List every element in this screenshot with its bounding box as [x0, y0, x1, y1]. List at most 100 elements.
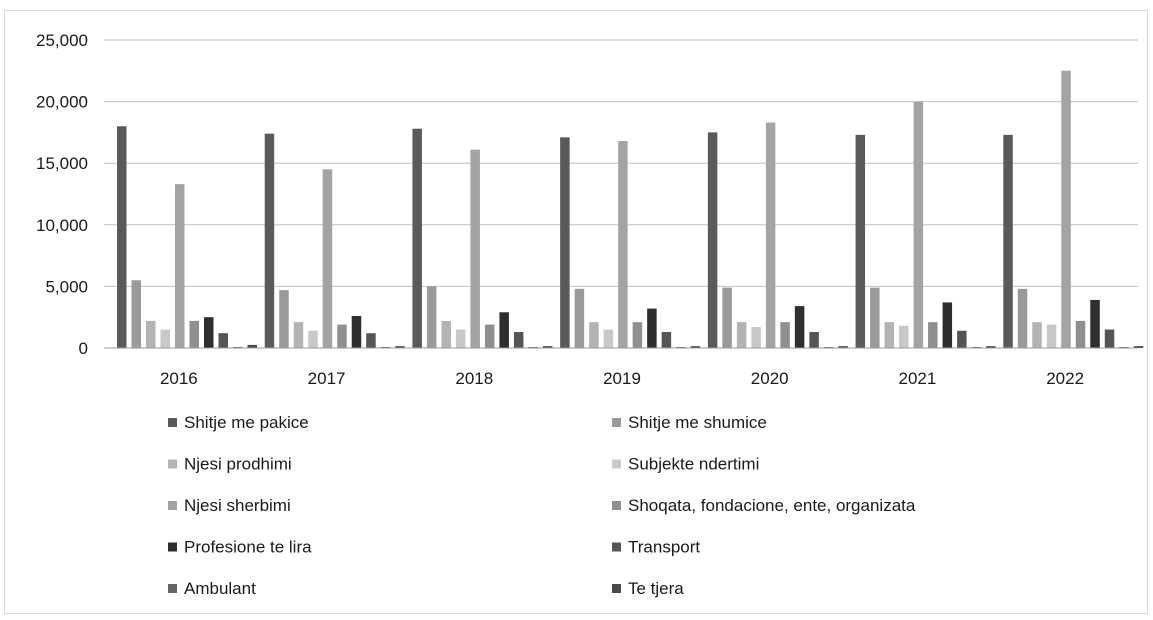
bar	[204, 317, 214, 348]
bar	[870, 287, 880, 348]
legend-swatch	[612, 542, 621, 552]
bar	[986, 346, 996, 348]
legend-label: Ambulant	[184, 579, 256, 598]
bar	[884, 322, 895, 348]
bar	[395, 346, 405, 348]
bar	[175, 184, 185, 348]
bar	[470, 149, 480, 348]
bar	[308, 330, 318, 348]
x-category-label: 2018	[455, 369, 493, 388]
bar	[632, 322, 643, 348]
x-category-label: 2022	[1046, 369, 1084, 388]
bar	[1061, 70, 1071, 349]
bar	[855, 134, 866, 348]
bar	[928, 322, 938, 348]
bar	[1075, 320, 1086, 348]
bar	[647, 308, 657, 348]
legend-swatch	[168, 418, 177, 427]
y-tick-label: 20,000	[36, 93, 88, 112]
legend-label: Njesi prodhimi	[184, 455, 292, 474]
bar	[441, 320, 451, 348]
bar	[1104, 329, 1115, 348]
bar	[146, 320, 156, 348]
bar	[279, 290, 289, 348]
bar	[751, 327, 761, 348]
bar	[809, 331, 819, 348]
x-category-label: 2019	[603, 369, 641, 388]
bar	[1032, 322, 1042, 348]
bar	[707, 132, 718, 348]
bar	[484, 324, 495, 348]
bar	[455, 329, 466, 348]
bar	[1090, 299, 1100, 348]
bar	[1046, 324, 1057, 348]
bar	[189, 320, 199, 348]
y-tick-label: 0	[79, 339, 88, 358]
bar	[1003, 134, 1013, 348]
bar	[603, 329, 614, 348]
bar	[794, 306, 805, 348]
y-tick-label: 25,000	[36, 31, 88, 50]
chart-border	[4, 10, 1148, 614]
legend-label: Profesione te lira	[184, 538, 312, 557]
legend-swatch	[612, 501, 621, 510]
bar	[322, 169, 333, 348]
legend-swatch	[168, 542, 177, 552]
bar	[218, 333, 228, 348]
bar	[293, 322, 304, 348]
legend-label: Njesi sherbimi	[184, 496, 291, 515]
x-category-label: 2021	[899, 369, 937, 388]
bar	[589, 322, 599, 348]
y-tick-label: 10,000	[36, 216, 88, 235]
x-category-label: 2016	[160, 369, 198, 388]
bar	[366, 333, 376, 348]
bar	[736, 322, 747, 348]
legend-label: Shitje me shumice	[628, 413, 767, 432]
bar	[513, 331, 524, 348]
bar	[117, 126, 127, 349]
legend-label: Subjekte ndertimi	[628, 455, 759, 474]
bar	[1133, 346, 1144, 348]
bar	[499, 312, 509, 348]
bar	[412, 128, 422, 348]
bar	[618, 141, 628, 348]
x-axis-category-labels: 2016 2017 2018 2019 2020 2021 2022	[160, 369, 1084, 388]
bar	[426, 286, 437, 348]
bar	[913, 101, 924, 348]
legend: Shitje me pakice Shitje me shumice Njesi p…	[168, 413, 916, 598]
bar	[574, 288, 585, 348]
bar	[1017, 288, 1028, 348]
legend-swatch	[168, 459, 177, 469]
legend-label: Shitje me pakice	[184, 413, 309, 432]
bar	[780, 322, 790, 348]
legend-label: Shoqata, fondacione, ente, organizata	[628, 496, 916, 515]
bar	[661, 331, 672, 348]
legend-label: Te tjera	[628, 579, 684, 598]
legend-swatch	[612, 584, 621, 593]
x-category-label: 2017	[308, 369, 346, 388]
bar	[247, 344, 257, 348]
legend-label: Transport	[628, 538, 700, 557]
bar	[160, 329, 170, 348]
legend-swatch	[168, 501, 177, 510]
bars	[117, 70, 1144, 349]
bar	[264, 133, 275, 348]
bar	[690, 346, 701, 348]
bar	[838, 346, 848, 348]
bar	[957, 330, 967, 348]
legend-swatch	[168, 584, 177, 593]
y-tick-label: 15,000	[36, 154, 88, 173]
bar	[131, 280, 141, 348]
bar	[542, 346, 553, 348]
bar	[942, 302, 953, 348]
bar	[337, 324, 347, 348]
y-axis-tick-labels: 0 5,000 10,000 15,000 20,000 25,000	[36, 31, 88, 358]
bar	[351, 315, 362, 348]
legend-swatch	[612, 418, 621, 427]
legend-swatch	[612, 459, 621, 469]
y-tick-label: 5,000	[45, 277, 88, 296]
bar	[765, 122, 776, 348]
x-category-label: 2020	[751, 369, 789, 388]
bar	[560, 137, 570, 348]
